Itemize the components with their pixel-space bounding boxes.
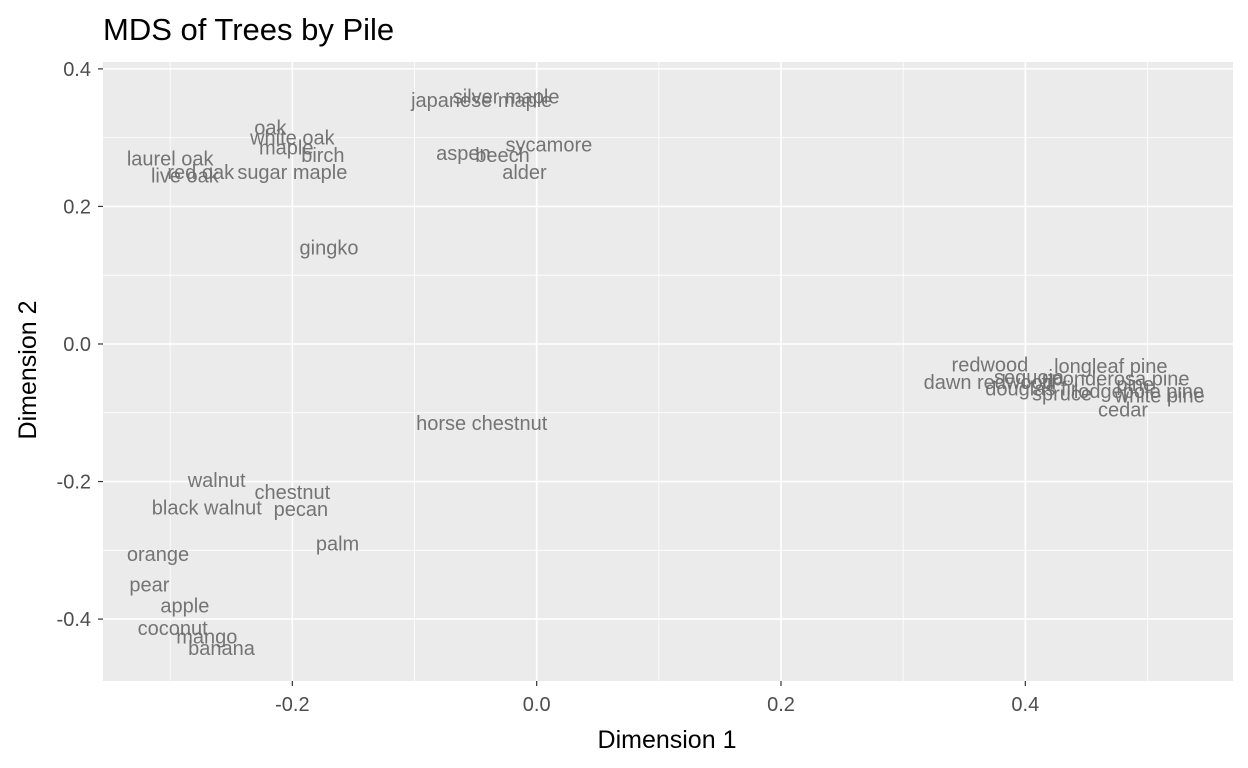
point-label: black walnut (152, 498, 263, 520)
point-label: longleaf pine (1054, 356, 1167, 378)
y-tick-label: 0.0 (63, 334, 91, 356)
point-label: japanese maple (410, 90, 552, 112)
point-label: redwood (952, 355, 1029, 377)
point-label: gingko (300, 238, 359, 260)
point-label: horse chestnut (416, 413, 548, 435)
x-tick-label: 0.0 (523, 694, 551, 716)
point-label: douglas fir (985, 379, 1078, 401)
x-axis-title: Dimension 1 (598, 726, 737, 754)
point-label: maple (259, 137, 313, 159)
point-label: live oak (151, 165, 220, 187)
point-label: red oak (167, 162, 235, 184)
point-label: white pine (1114, 386, 1205, 408)
point-label: apple (160, 595, 209, 617)
point-label: palm (316, 533, 359, 555)
minor-gridlines (103, 62, 1233, 681)
point-label: aspen (436, 143, 491, 165)
y-tick-label: -0.4 (57, 609, 91, 631)
point-label: pine (1116, 374, 1154, 396)
major-gridlines (103, 62, 1233, 681)
point-label: lodgepole pine (1074, 381, 1204, 403)
point-label: walnut (187, 470, 246, 492)
axes: -0.2 0.0 0.2 0.4 -0.4 -0.2 0.0 0.2 0.4 (57, 59, 1040, 716)
point-label: fir (1041, 372, 1058, 394)
y-tick-label: 0.4 (63, 59, 91, 81)
point-label: cedar (1098, 399, 1148, 421)
y-tick-label: -0.2 (57, 472, 91, 494)
point-label: sycamore (506, 135, 593, 157)
point-label: banana (188, 638, 256, 660)
point-label: alder (502, 162, 547, 184)
point-label: coconut (138, 618, 208, 640)
point-label: pecan (274, 499, 329, 521)
point-label: chestnut (255, 482, 331, 504)
x-tick-label: 0.2 (767, 694, 795, 716)
point-label: oak (254, 117, 287, 139)
x-tick-label: -0.2 (275, 694, 309, 716)
x-tick-label: 0.4 (1011, 694, 1039, 716)
point-label: sequoia (994, 367, 1065, 389)
point-label: white oak (249, 128, 335, 150)
plot-panel (103, 62, 1233, 681)
point-label: spruce (1032, 384, 1092, 406)
point-label: birch (301, 145, 344, 167)
chart-title: MDS of Trees by Pile (103, 12, 394, 47)
y-axis-title: Dimension 2 (14, 301, 42, 440)
point-label: ponderosa pine (1052, 368, 1190, 390)
point-label: mango (176, 626, 237, 648)
point-label: orange (127, 544, 189, 566)
point-label: sugar maple (237, 162, 347, 184)
point-label: dawn redwood (924, 372, 1054, 394)
point-label: beech (475, 145, 530, 167)
point-label: laurel oak (127, 148, 215, 170)
point-label: pear (129, 575, 169, 597)
y-tick-label: 0.2 (63, 196, 91, 218)
point-label: silver maple (453, 86, 560, 108)
